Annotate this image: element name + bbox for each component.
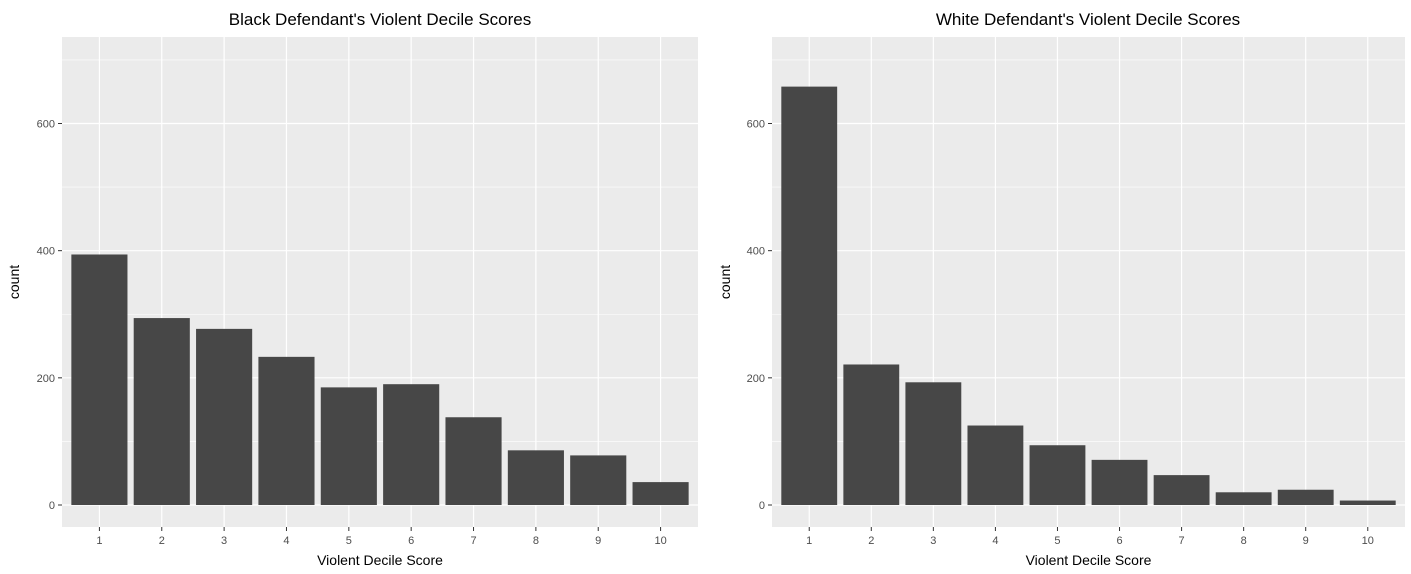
chart2-y-tick-label: 0	[759, 500, 765, 512]
chart2-bar-5	[1029, 445, 1086, 505]
chart1-bar-1	[71, 254, 128, 505]
chart1-x-tick-label: 10	[654, 535, 666, 547]
chart2-x-tick-label: 4	[992, 535, 998, 547]
chart1-x-tick-label: 1	[96, 535, 102, 547]
chart1-x-tick-label: 4	[283, 535, 289, 547]
chart2-y-tick-label: 200	[747, 373, 765, 385]
chart1-y-tick-label: 400	[37, 246, 55, 258]
chart1-y-tick-label: 0	[49, 500, 55, 512]
chart1-bar-8	[507, 450, 564, 505]
chart2-y-tick-label: 600	[747, 119, 765, 131]
chart1-x-tick-label: 7	[470, 535, 476, 547]
chart2-title: White Defendant's Violent Decile Scores	[936, 10, 1240, 29]
chart2-x-tick-label: 3	[930, 535, 936, 547]
chart2-x-tick-label: 2	[868, 535, 874, 547]
chart1-y-tick-label: 200	[37, 373, 55, 385]
chart1-bar-3	[196, 328, 253, 505]
chart1-x-tick-label: 2	[159, 535, 165, 547]
chart1-title: Black Defendant's Violent Decile Scores	[229, 10, 531, 29]
chart1-bar-9	[570, 455, 627, 505]
chart2-x-tick-label: 1	[806, 535, 812, 547]
chart2-x-tick-label: 5	[1054, 535, 1060, 547]
chart1-bar-6	[383, 384, 440, 505]
chart2-y-tick-label: 400	[747, 246, 765, 258]
chart1-bar-5	[320, 387, 377, 505]
chart2-bar-4	[967, 425, 1024, 505]
chart2-x-tick-label: 10	[1362, 535, 1374, 547]
chart2-bar-8	[1215, 492, 1272, 505]
chart2-x-axis-label: Violent Decile Score	[1026, 552, 1152, 568]
chart1-x-tick-label: 6	[408, 535, 414, 547]
chart2-bar-1	[781, 86, 838, 505]
chart1-y-tick-label: 600	[37, 119, 55, 131]
chart1-x-tick-label: 3	[221, 535, 227, 547]
chart1-bar-2	[133, 318, 190, 505]
chart2-y-axis-label: count	[717, 265, 733, 299]
chart2-x-tick-label: 8	[1241, 535, 1247, 547]
chart2-bar-2	[843, 364, 900, 505]
chart2-bar-7	[1153, 475, 1210, 505]
chart1-bar-10	[632, 482, 689, 505]
chart1-bar-4	[258, 356, 315, 505]
chart1-x-tick-label: 9	[595, 535, 601, 547]
chart2-bar-9	[1277, 489, 1334, 505]
chart1-x-axis-label: Violent Decile Score	[317, 552, 443, 568]
chart2-bar-3	[905, 382, 962, 505]
chart2-bar-10	[1339, 500, 1396, 505]
chart1-x-tick-label: 5	[346, 535, 352, 547]
chart1-bar-7	[445, 417, 502, 505]
chart2-bar-6	[1091, 459, 1148, 505]
chart2-x-tick-label: 9	[1303, 535, 1309, 547]
chart2-x-tick-label: 7	[1179, 535, 1185, 547]
chart1-y-axis-label: count	[6, 265, 22, 299]
chart1-x-tick-label: 8	[533, 535, 539, 547]
chart2-x-tick-label: 6	[1116, 535, 1122, 547]
